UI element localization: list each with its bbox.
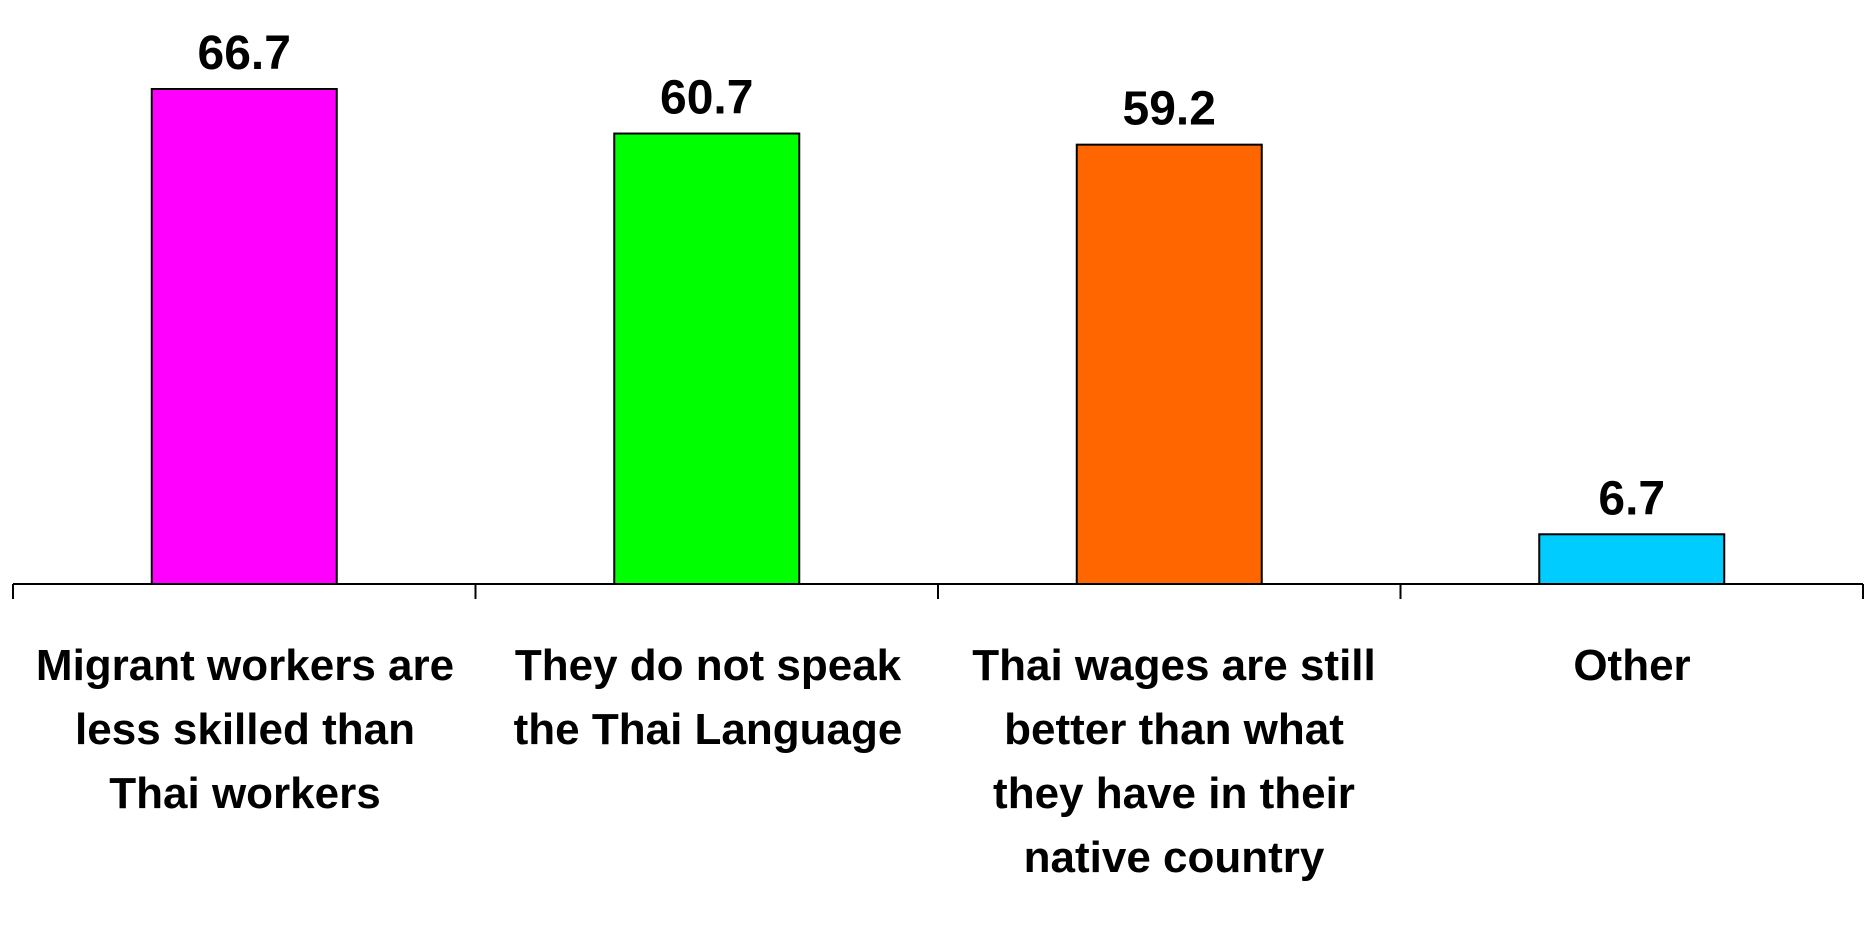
- category-label-1: Migrant workers are less skilled than Th…: [35, 641, 455, 818]
- value-label-3: 59.2: [1123, 83, 1216, 136]
- category-label-2: They do not speak the Thai Language: [513, 641, 903, 754]
- bar-1: [150, 88, 338, 585]
- category-label-4: Other: [1573, 641, 1691, 690]
- bar-2: [613, 132, 801, 585]
- value-label-1: 66.7: [198, 27, 291, 80]
- value-label-2: 60.7: [660, 72, 753, 125]
- bar-4: [1538, 533, 1726, 585]
- bar-3: [1075, 143, 1263, 585]
- category-label-3: Thai wages are still better than what th…: [972, 641, 1376, 882]
- bars-group: [150, 88, 1726, 585]
- value-label-4: 6.7: [1598, 472, 1665, 525]
- x-axis-ticks: [12, 584, 1864, 599]
- value-labels-group: 66.7 60.7 59.2 6.7: [198, 27, 1666, 525]
